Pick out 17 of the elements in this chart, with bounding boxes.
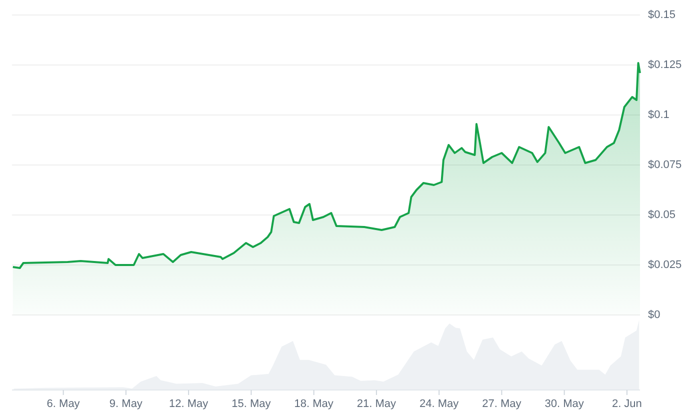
y-tick-label: $0.125 (648, 58, 682, 71)
y-tick-label: $0.075 (648, 158, 682, 171)
x-tick-label: 6. May (46, 398, 80, 410)
x-tick-label: 15. May (232, 398, 272, 410)
y-tick-label: $0 (648, 308, 660, 321)
x-tick-label: 12. May (169, 398, 209, 410)
x-tick-label: 2. Jun (612, 398, 642, 410)
x-tick-label: 24. May (420, 398, 460, 410)
x-tick-label: 21. May (356, 398, 397, 410)
y-tick-label: $0.05 (648, 208, 676, 221)
y-tick-label: $0.025 (648, 258, 682, 271)
x-tick-label: 18. May (294, 398, 334, 410)
x-tick-label: 27. May (482, 398, 522, 410)
y-tick-label: $0.15 (648, 8, 676, 21)
x-tick-label: 9. May (109, 398, 143, 410)
y-tick-label: $0.1 (648, 108, 670, 121)
x-tick-label: 30. May (544, 398, 584, 410)
